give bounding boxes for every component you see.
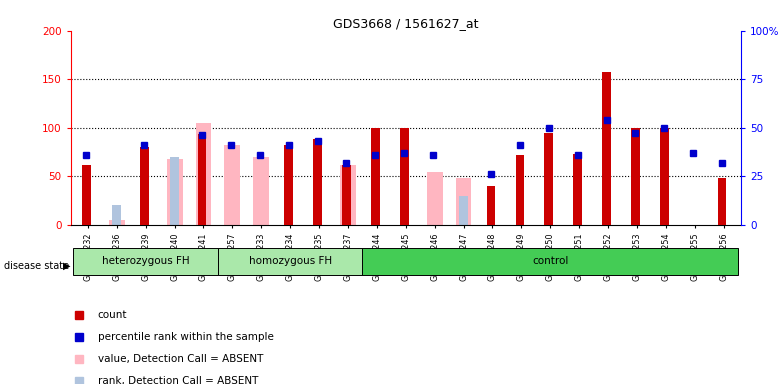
Bar <box>362 248 738 275</box>
Text: count: count <box>97 310 127 320</box>
Text: ▶: ▶ <box>63 261 71 271</box>
Text: homozygous FH: homozygous FH <box>249 256 332 266</box>
Bar <box>371 128 379 225</box>
Text: percentile rank within the sample: percentile rank within the sample <box>97 332 274 342</box>
Bar <box>170 157 179 225</box>
Text: value, Detection Call = ABSENT: value, Detection Call = ABSENT <box>97 354 263 364</box>
Bar <box>82 164 91 225</box>
Bar <box>340 164 356 225</box>
Bar <box>631 128 640 225</box>
Bar <box>198 134 206 225</box>
Text: control: control <box>532 256 568 266</box>
Text: disease state: disease state <box>4 261 69 271</box>
Bar <box>487 186 495 225</box>
Bar <box>660 128 669 225</box>
Text: rank, Detection Call = ABSENT: rank, Detection Call = ABSENT <box>97 376 258 384</box>
Bar <box>516 155 524 225</box>
Bar <box>112 205 122 225</box>
Bar <box>459 195 468 225</box>
Bar <box>456 178 471 225</box>
Title: GDS3668 / 1561627_at: GDS3668 / 1561627_at <box>333 17 478 30</box>
Bar <box>544 132 553 225</box>
Bar <box>718 178 727 225</box>
Bar <box>342 164 350 225</box>
Bar <box>167 159 183 225</box>
Bar <box>253 157 269 225</box>
Bar <box>285 145 293 225</box>
Bar <box>74 248 218 275</box>
Bar <box>195 123 212 225</box>
Bar <box>140 147 149 225</box>
Bar <box>426 172 442 225</box>
Bar <box>400 128 408 225</box>
Text: heterozygous FH: heterozygous FH <box>102 256 190 266</box>
Bar <box>218 248 362 275</box>
Bar <box>109 220 125 225</box>
Bar <box>602 73 611 225</box>
Bar <box>314 139 322 225</box>
Bar <box>224 145 241 225</box>
Bar <box>573 154 582 225</box>
